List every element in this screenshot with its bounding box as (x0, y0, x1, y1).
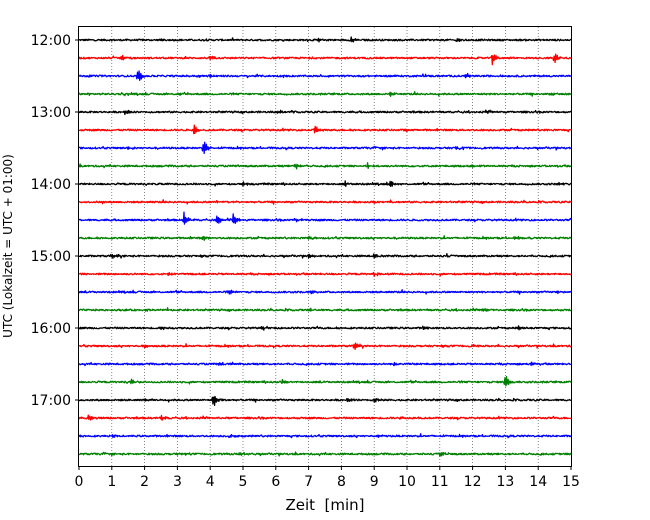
trace-line-1515 (78, 271, 572, 278)
trace-line-1430 (78, 211, 572, 225)
x-tick-label: 6 (271, 474, 280, 490)
x-axis: 0 1 2 3 4 5 6 7 8 9 10 11 12 13 14 15 (75, 466, 580, 490)
x-tick-label: 14 (529, 474, 547, 490)
trace-line-1730 (78, 433, 572, 439)
x-tick-label: 9 (370, 474, 379, 490)
x-axis-label: Zeit [min] (285, 496, 364, 514)
x-tick-label: 5 (239, 474, 248, 490)
x-tick-label: 15 (562, 474, 580, 490)
y-tick-label: 16:00 (31, 321, 71, 337)
x-tick-label: 13 (496, 474, 514, 490)
x-tick-label: 0 (75, 474, 84, 490)
trace-layer (78, 36, 572, 457)
trace-line-1245 (78, 91, 572, 97)
trace-line-1615 (78, 342, 572, 351)
trace-line-1400 (78, 180, 572, 187)
x-tick-label: 2 (140, 474, 149, 490)
x-tick-label: 12 (464, 474, 482, 490)
y-tick-label: 13:00 (31, 105, 71, 121)
y-tick-label: 15:00 (31, 249, 71, 265)
trace-line-1230 (78, 70, 572, 81)
trace-line-1530 (78, 289, 572, 295)
trace-line-1445 (78, 235, 572, 241)
trace-line-1545 (78, 307, 572, 313)
x-tick-label: 8 (337, 474, 346, 490)
x-tick-label: 7 (304, 474, 313, 490)
trace-line-1200 (78, 36, 572, 43)
trace-line-1415 (78, 199, 572, 205)
y-tick-label: 14:00 (31, 177, 71, 193)
trace-line-1715 (78, 414, 572, 421)
trace-line-1600 (78, 325, 572, 331)
x-tick-label: 10 (398, 474, 416, 490)
trace-line-1215 (78, 53, 572, 66)
trace-line-1500 (78, 253, 572, 259)
x-tick-label: 11 (431, 474, 449, 490)
trace-line-1345 (78, 162, 572, 170)
trace-line-1315 (78, 124, 572, 135)
y-axis: 12:00 13:00 14:00 15:00 16:00 17:00 (31, 33, 79, 409)
trace-line-1630 (78, 361, 572, 367)
y-tick-label: 17:00 (31, 393, 71, 409)
trace-line-1745 (78, 451, 572, 457)
trace-line-1330 (78, 141, 572, 154)
y-axis-label: UTC (Lokalzeit = UTC + 01:00) (1, 154, 15, 338)
x-tick-label: 1 (107, 474, 116, 490)
trace-line-1700 (78, 396, 572, 407)
y-tick-label: 12:00 (31, 33, 71, 49)
x-tick-label: 4 (206, 474, 215, 490)
grid (111, 27, 539, 466)
plot-frame (78, 26, 572, 467)
x-tick-label: 3 (173, 474, 182, 490)
trace-line-1300 (78, 109, 572, 116)
trace-line-1645 (78, 375, 572, 387)
